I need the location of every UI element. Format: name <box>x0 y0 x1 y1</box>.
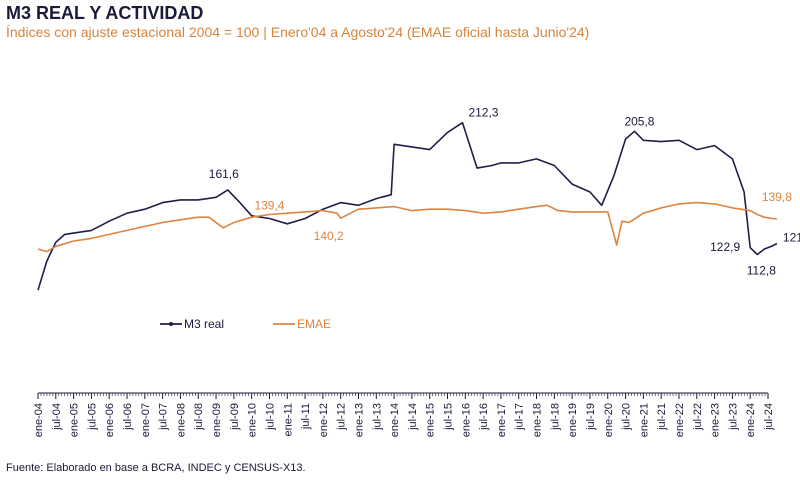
legend-marker <box>169 322 173 326</box>
x-tick-label: jul-09 <box>229 403 241 431</box>
x-tick-label: ene-24 <box>745 403 757 437</box>
x-tick-label: jul-10 <box>264 403 276 431</box>
x-tick-label: ene-14 <box>389 403 401 437</box>
chart-subtitle: Índices con ajuste estacional 2004 = 100… <box>6 24 590 40</box>
x-tick-label: jul-18 <box>549 403 561 431</box>
x-tick-label: jul-11 <box>300 403 312 430</box>
chart-title: M3 REAL Y ACTIVIDAD <box>6 3 204 23</box>
data-label: 205,8 <box>624 114 654 128</box>
x-tick-label: ene-15 <box>425 403 437 437</box>
x-tick-label: ene-21 <box>638 403 650 437</box>
x-tick-label: ene-08 <box>175 403 187 437</box>
x-tick-label: jul-04 <box>51 403 63 431</box>
series-group <box>37 121 778 291</box>
x-tick-label: jul-05 <box>86 403 98 431</box>
x-tick-label: ene-17 <box>496 403 508 437</box>
legend-label: EMAE <box>297 317 331 331</box>
x-tick-label: jul-20 <box>621 403 633 431</box>
data-label: 161,6 <box>209 167 239 181</box>
x-tick-label: jul-07 <box>158 403 170 431</box>
source-note: Fuente: Elaborado en base a BCRA, INDEC … <box>6 462 306 474</box>
x-tick-label: ene-12 <box>318 403 330 437</box>
x-tick-label: jul-13 <box>371 403 383 431</box>
data-label: 139,8 <box>762 190 792 204</box>
x-tick-label: jul-17 <box>514 403 526 431</box>
x-axis: ene-04 jul-04 ene-05 jul-05 ene-06 jul-06 ene-… <box>33 392 775 437</box>
legend: M3 real EMAE <box>160 317 331 331</box>
x-tick-label: jul-06 <box>122 403 134 431</box>
x-tick-label: ene-13 <box>353 403 365 437</box>
x-tick-label: ene-23 <box>710 403 722 437</box>
data-label: 112,8 <box>747 264 776 278</box>
x-tick-label: ene-04 <box>33 403 45 437</box>
data-label: 140,2 <box>314 229 344 243</box>
x-tick-label: jul-24 <box>763 403 775 431</box>
x-tick-label: jul-14 <box>407 403 419 431</box>
data-label: 122,9 <box>710 240 740 254</box>
m3-real-series-line <box>37 121 778 291</box>
x-tick-label: jul-21 <box>656 403 668 431</box>
x-tick-label: ene-22 <box>674 403 686 437</box>
x-tick-label: jul-16 <box>478 403 490 431</box>
data-label: 212,3 <box>468 106 498 120</box>
x-tick-label: ene-20 <box>603 403 615 437</box>
legend-label: M3 real <box>184 317 224 331</box>
x-tick-label: ene-05 <box>69 403 81 437</box>
x-tick-label: jul-22 <box>692 403 704 431</box>
x-tick-label: ene-11 <box>282 403 294 436</box>
x-tick-label: jul-12 <box>336 403 348 431</box>
x-tick-label: jul-19 <box>585 403 597 431</box>
x-tick-label: ene-09 <box>211 403 223 437</box>
data-label: 139,4 <box>254 198 284 212</box>
x-tick-label: ene-16 <box>460 403 472 437</box>
annotation-group: 161,6 212,3 205,8 122,9 112,8 121,1 139,4 140,2… <box>209 106 800 278</box>
x-tick-label: ene-07 <box>140 403 152 437</box>
x-tick-label: ene-18 <box>532 403 544 437</box>
x-tick-label: ene-06 <box>104 403 116 437</box>
x-tick-label: ene-19 <box>567 403 579 437</box>
x-tick-label: ene-10 <box>247 403 259 437</box>
x-tick-label: jul-08 <box>193 403 205 431</box>
emae-series-line <box>37 201 777 253</box>
data-label: 121,1 <box>783 231 800 245</box>
x-tick-label: jul-15 <box>443 403 455 431</box>
x-tick-label: jul-23 <box>727 403 739 431</box>
